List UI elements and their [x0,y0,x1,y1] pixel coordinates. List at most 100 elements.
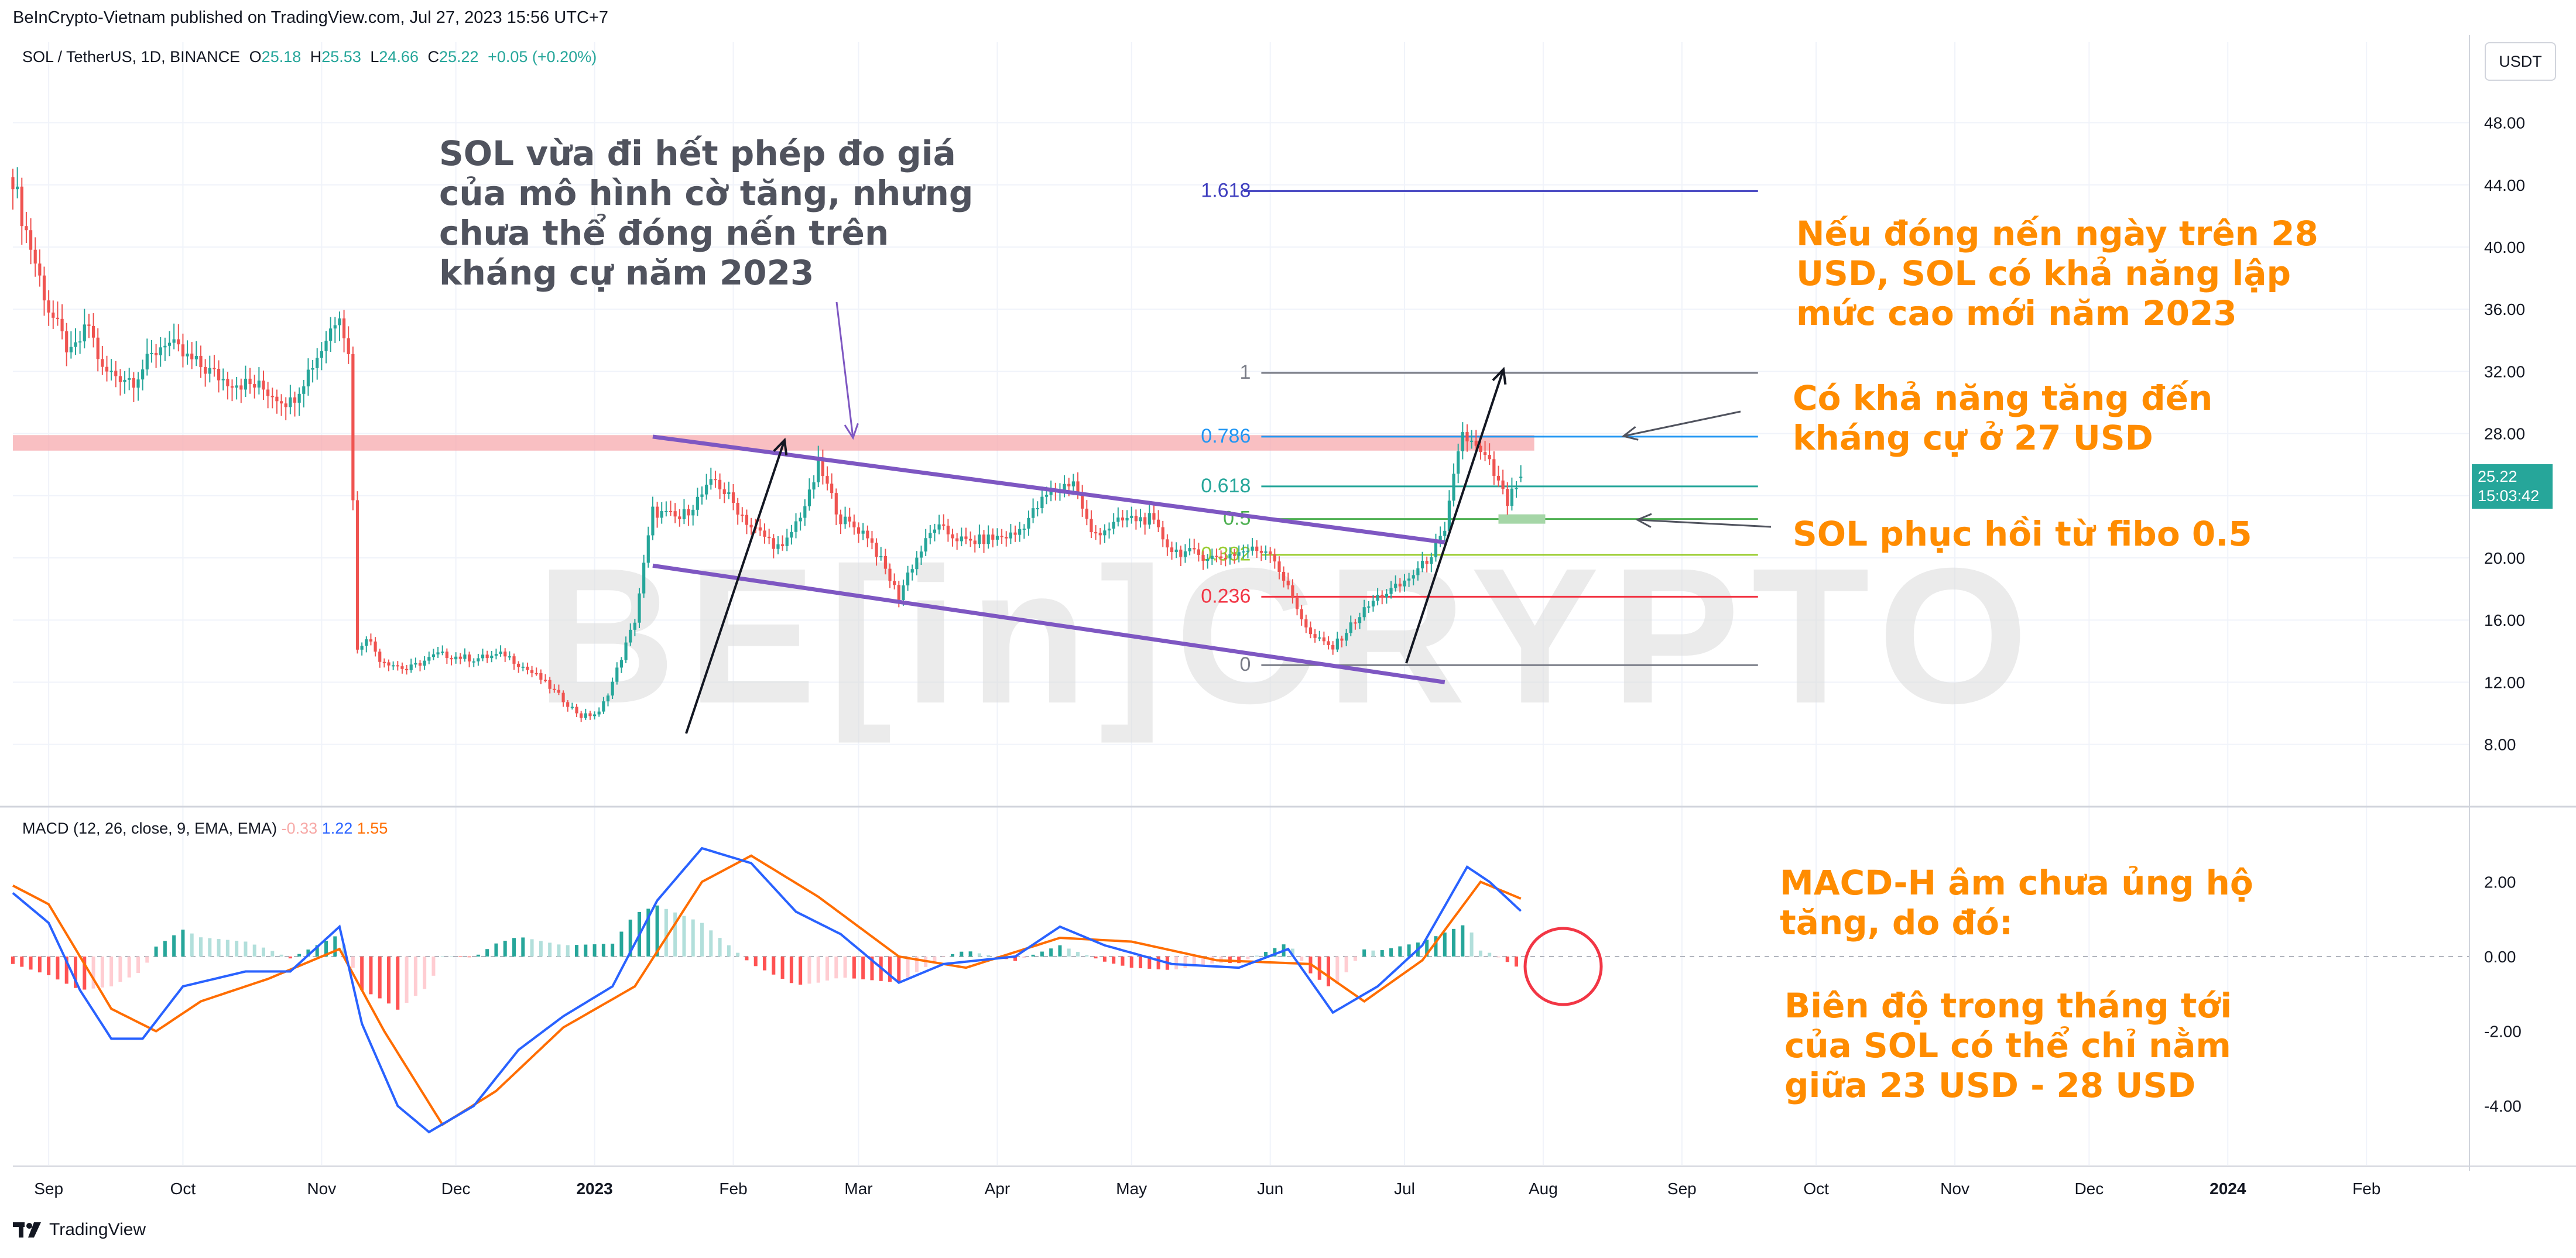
macd-hist-bar [1067,948,1071,957]
macd-hist-bar [109,957,114,987]
macd-hist-bar [1192,957,1196,966]
tradingview-brand-text: TradingView [49,1220,146,1239]
price-tick-label: 32.00 [2484,362,2525,381]
candle-up [83,324,86,342]
candle-down [1121,517,1125,521]
flagpole-arrow-1[interactable] [685,440,786,734]
annotation-note-resist-line: kháng cự ở 27 USD [1793,418,2153,458]
macd-signal-line [12,854,1522,1126]
candle-up [235,385,238,388]
macd-axis[interactable]: 2.00 0.00 -2.00 -4.00 [2484,873,2522,1115]
macd-hist-bar [539,941,543,957]
candle-up [924,538,927,552]
candle-down [669,510,673,512]
candle-up [414,663,417,665]
currency-button[interactable]: USDT [2485,42,2556,81]
candle-up [602,701,605,712]
macd-hist-bar [512,938,516,957]
macd-hist-bar [745,957,749,961]
price-axis[interactable]: 48.0044.0040.0036.0032.0028.0024.0020.00… [2484,114,2525,754]
macd-hist-bar [914,957,919,972]
symbol-legend[interactable]: SOL / TetherUS, 1D, BINANCE O25.18 H25.5… [22,48,597,66]
pointer-to-fibo[interactable] [1637,519,1772,528]
candle-up [494,654,498,656]
macd-hist-bar [154,946,158,957]
candle-up [915,557,919,570]
candle-up [633,622,636,630]
macd-hist-bar [1327,957,1331,986]
candle-down [1085,508,1088,519]
macd-hist-bar [977,953,981,957]
channel-lower-line[interactable] [652,563,1445,684]
candle-down [1381,594,1384,598]
candle-down [857,527,861,534]
macd-hist-bar [181,930,185,957]
macd-hist-bar [494,943,498,957]
close-value: 25.22 [439,48,479,66]
flagpole-arrow-2[interactable] [1405,369,1505,664]
candle-up [141,369,145,380]
candle-down [177,339,180,345]
macd-hist-bar [906,957,910,978]
candle-up [1434,543,1438,557]
pointer-to-027[interactable] [1623,410,1741,437]
macd-highlight-circle[interactable] [1523,927,1603,1006]
macd-hist-bar [333,936,337,957]
macd-hist-bar [718,938,722,957]
macd-hist-bar [29,957,33,970]
macd-hist-bar [807,957,811,984]
annotation-note-macd-line: tăng, do đó: [1780,903,2013,942]
candle-up [1027,517,1030,529]
macd-legend[interactable]: MACD (12, 26, close, 9, EMA, EMA) -0.33 … [22,820,388,838]
candle-up [365,639,368,646]
macd-hist-bar [1488,952,1492,957]
time-tick-label: Dec [441,1180,471,1198]
candle-up [1174,549,1178,552]
candle-down [955,538,959,541]
candle-down [190,354,194,359]
candle-up [611,681,614,696]
descending-channel[interactable] [652,434,1445,684]
macd-hist-bar [736,952,740,957]
candle-up [615,667,619,682]
annotation-arrows[interactable] [685,301,1772,734]
candle-down [736,502,739,515]
candle-down [561,693,565,702]
candle-up [592,714,597,717]
candle-up [1009,532,1012,539]
candle-down [213,368,216,369]
candle-down [396,665,399,667]
candle-up [629,629,632,643]
candle-down [42,275,46,301]
candle-up [696,496,699,510]
candle-down [1179,549,1183,557]
pointer-to-resistance[interactable] [835,301,854,438]
candle-up [431,654,436,657]
candle-up [646,535,650,563]
annotation-note-resist-line: Có khả năng tăng đến [1793,378,2212,418]
tradingview-brand[interactable]: TradingView [13,1220,146,1240]
candle-down [503,652,507,657]
macd-hist-bar [1317,957,1321,980]
macd-hist-bar [834,957,838,979]
resistance-zone[interactable] [13,435,1534,451]
macd-hist-bar [960,951,964,957]
time-axis[interactable]: Sep Oct Nov Dec 2023 Feb Mar Apr May Jun Jul Aug Sep… [34,1180,2380,1198]
candle-down [25,226,28,231]
macd-hist-bar [37,957,42,973]
time-tick-label: Jun [1257,1180,1283,1198]
candle-down [38,263,42,276]
candle-down [1201,554,1205,561]
candle-up [311,368,314,370]
macd-hist-bar [1246,957,1250,959]
candle-down [825,476,829,484]
candle-down [1166,539,1169,548]
channel-upper-line[interactable] [652,434,1445,544]
macd-hist-bar [324,941,328,957]
fib-level-label: 0.5 [1223,508,1251,530]
candle-up [186,354,189,357]
macd-hist-bar [440,956,444,957]
